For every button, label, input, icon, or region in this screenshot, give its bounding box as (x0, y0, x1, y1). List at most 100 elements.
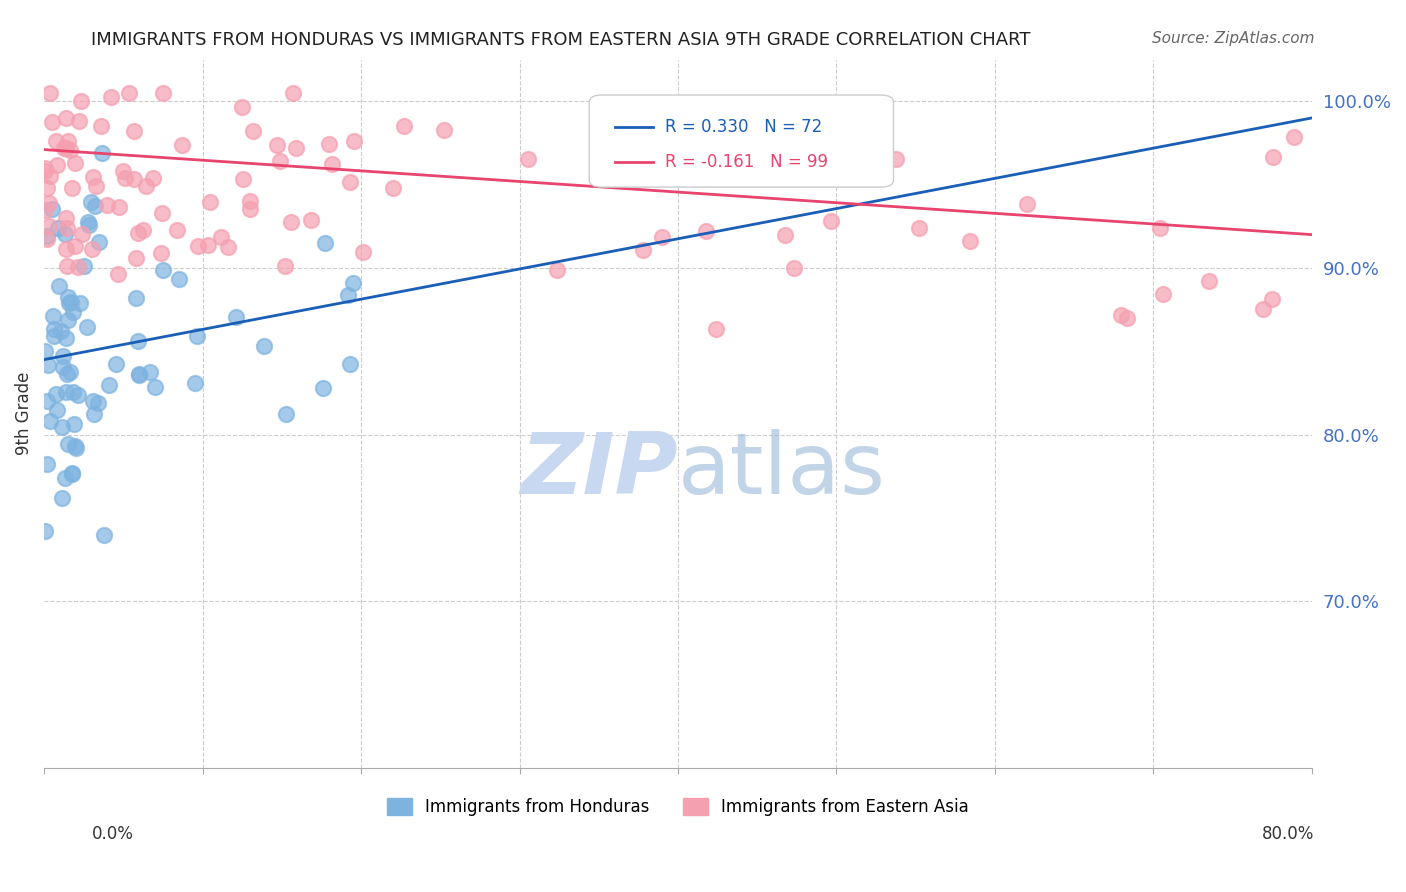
FancyBboxPatch shape (589, 95, 894, 187)
Point (1261, 292, 1284, 306)
Point (152, 206, 174, 220)
Point (48, 279, 70, 293)
Point (59, 143, 82, 157)
Y-axis label: 9th Grade: 9th Grade (15, 372, 32, 456)
Text: atlas: atlas (678, 429, 886, 512)
Point (80, 194, 103, 209)
Point (242, 123, 264, 137)
Point (381, 181, 404, 195)
Point (87, 235, 110, 249)
Text: ZIP: ZIP (520, 429, 678, 512)
Point (70, 94, 93, 108)
Point (37, 394, 59, 409)
Point (91, 146, 114, 161)
Point (84, 179, 107, 194)
Point (66, 388, 89, 402)
Text: 80.0%: 80.0% (1263, 825, 1315, 843)
Point (139, 365, 162, 379)
Point (35, 232, 58, 246)
Point (128, 368, 150, 382)
Text: 0.0%: 0.0% (91, 825, 134, 843)
Point (142, 171, 165, 186)
Point (593, 128, 616, 143)
Point (167, 271, 190, 285)
Point (217, 240, 239, 254)
Point (124, 124, 146, 138)
Point (53, 227, 76, 242)
Point (114, 170, 136, 185)
Point (41, 202, 63, 217)
Point (339, 175, 361, 189)
Point (51, 324, 73, 338)
Point (166, 223, 188, 237)
Point (231, 100, 253, 114)
Point (695, 224, 717, 238)
Point (55, 221, 77, 235)
Point (820, 214, 842, 228)
Point (706, 322, 728, 336)
Point (111, 164, 134, 178)
Point (152, 263, 174, 277)
Point (1251, 302, 1274, 317)
Point (59, 295, 82, 310)
Point (38, 219, 60, 233)
Point (125, 291, 148, 305)
Point (269, 153, 291, 168)
Point (38, 196, 60, 211)
Point (1017, 197, 1039, 211)
Point (63, 239, 86, 253)
Point (55, 330, 77, 344)
Point (343, 134, 366, 148)
Point (56, 134, 79, 148)
Point (96, 197, 118, 211)
Point (266, 137, 288, 152)
Point (58, 313, 80, 327)
Point (184, 376, 207, 391)
Point (69, 296, 91, 310)
Point (60, 467, 83, 481)
Point (63, 155, 86, 169)
Point (62, 384, 84, 399)
Point (55, 112, 77, 126)
Point (125, 251, 148, 265)
Point (1111, 308, 1133, 322)
Point (38, 169, 60, 183)
Point (70, 227, 93, 242)
Point (1261, 150, 1284, 164)
Point (84, 198, 107, 212)
Point (253, 339, 276, 353)
Point (143, 380, 166, 394)
Point (107, 200, 129, 214)
Point (127, 334, 149, 349)
Point (80, 242, 103, 256)
Legend: Immigrants from Honduras, Immigrants from Eastern Asia: Immigrants from Honduras, Immigrants fro… (387, 798, 969, 816)
Point (41, 115, 63, 129)
Point (432, 123, 454, 137)
Point (908, 220, 931, 235)
Point (89, 119, 111, 133)
Point (239, 202, 262, 216)
Point (59, 365, 82, 379)
Point (37, 359, 59, 373)
Point (56, 437, 79, 451)
Point (1116, 310, 1139, 325)
Text: IMMIGRANTS FROM HONDURAS VS IMMIGRANTS FROM EASTERN ASIA 9TH GRADE CORRELATION C: IMMIGRANTS FROM HONDURAS VS IMMIGRANTS F… (91, 31, 1031, 49)
Point (53, 471, 76, 485)
Point (46, 158, 69, 172)
Point (225, 310, 247, 324)
Point (51, 491, 73, 505)
Point (77, 215, 100, 229)
Point (314, 235, 336, 250)
Point (232, 172, 254, 186)
Point (62, 305, 84, 319)
Text: R = 0.330   N = 72: R = 0.330 N = 72 (665, 118, 823, 136)
Point (280, 214, 302, 228)
Point (274, 407, 297, 421)
Point (132, 223, 155, 237)
Point (186, 329, 208, 343)
Point (198, 195, 221, 210)
Text: R = -0.161   N = 99: R = -0.161 N = 99 (665, 153, 828, 171)
Point (42, 310, 65, 324)
Point (127, 226, 149, 240)
Point (1282, 130, 1305, 145)
